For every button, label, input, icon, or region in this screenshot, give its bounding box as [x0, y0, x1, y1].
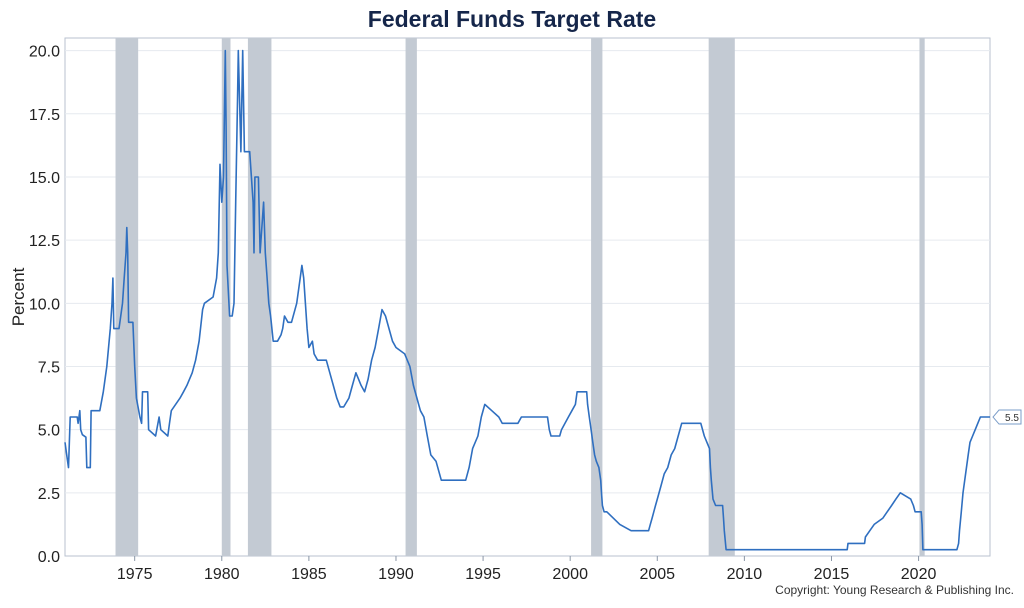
- chart-title: Federal Funds Target Rate: [367, 6, 657, 32]
- last-value-text: 5.5: [1005, 413, 1019, 424]
- y-tick-label: 17.5: [29, 107, 60, 124]
- x-tick-label: 2010: [727, 566, 763, 583]
- y-tick-label: 20.0: [29, 44, 60, 61]
- y-axis-label: Percent: [9, 267, 28, 326]
- x-axis: 1975 1980 1985 1990 1995 2000 2005 2010 2015 2020: [117, 556, 937, 583]
- x-tick-label: 1985: [291, 566, 327, 583]
- x-tick-label: 1990: [378, 566, 414, 583]
- recession-band: [221, 38, 231, 556]
- x-tick-label: 2005: [639, 566, 675, 583]
- x-tick-label: 2015: [814, 566, 850, 583]
- copyright-text: Copyright: Young Research & Publishing I…: [775, 583, 1014, 597]
- x-tick-label: 1995: [465, 566, 501, 583]
- recession-band: [591, 38, 603, 556]
- recession-band: [708, 38, 735, 556]
- gridlines: [65, 50, 990, 494]
- y-tick-label: 7.5: [38, 359, 60, 376]
- recession-bands: [115, 38, 925, 556]
- x-tick-label: 2000: [552, 566, 588, 583]
- y-tick-label: 0.0: [38, 549, 60, 566]
- y-tick-label: 10.0: [29, 296, 60, 313]
- last-value-box: [992, 409, 1022, 425]
- y-tick-label: 5.0: [38, 423, 60, 440]
- y-tick-label: 15.0: [29, 170, 60, 187]
- recession-band: [405, 38, 417, 556]
- recession-band: [919, 38, 925, 556]
- y-tick-label: 2.5: [38, 486, 60, 503]
- x-tick-label: 1980: [204, 566, 240, 583]
- x-tick-label: 2020: [901, 566, 937, 583]
- plot-area-frame: [64, 37, 991, 557]
- series-line-fed-funds-rate: [64, 49, 990, 551]
- last-value-callout: 5.5: [992, 409, 1022, 425]
- series-layer: [64, 49, 990, 551]
- y-tick-label: 12.5: [29, 233, 60, 250]
- recession-band: [115, 38, 139, 556]
- y-axis: 0.0 2.5 5.0 7.5 10.0 12.5 15.0 17.5 20.0: [29, 44, 60, 566]
- recession-band: [247, 38, 272, 556]
- x-tick-label: 1975: [117, 566, 153, 583]
